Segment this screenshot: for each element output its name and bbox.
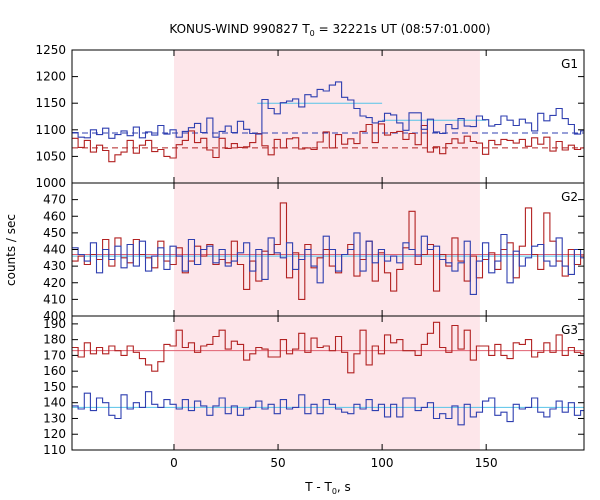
y-tick-label: 1100: [35, 123, 66, 137]
series-red: [72, 321, 584, 374]
highlight-interval: [173, 316, 480, 450]
y-tick-label: 180: [43, 333, 66, 347]
y-tick-label: 430: [43, 259, 66, 273]
y-tick-label: 190: [43, 317, 66, 331]
y-tick-label: 400: [43, 309, 66, 323]
chart-title: KONUS-WIND 990827 T0 = 32221s UT (08:57:…: [169, 22, 490, 38]
y-tick-label: 160: [43, 364, 66, 378]
panel-g1: 1000 1050 1100 1150 1200 1250 G1: [35, 43, 585, 190]
y-tick-label: 440: [43, 243, 66, 257]
x-tick-label: 50: [270, 456, 285, 470]
series-blue: [72, 232, 584, 295]
y-tick-label: 170: [43, 348, 66, 362]
x-tick-labels: 0 50 100 150: [170, 456, 497, 470]
y-tick-label: 460: [43, 209, 66, 223]
y-tick-label: 1250: [35, 43, 66, 57]
series-red: [72, 202, 584, 300]
y-tick-label: 110: [43, 443, 66, 457]
y-tick-label: 420: [43, 276, 66, 290]
panel-label: G1: [561, 57, 578, 71]
x-tick-label: 150: [475, 456, 498, 470]
highlight-interval: [173, 50, 480, 183]
y-tick-label: 120: [43, 427, 66, 441]
y-axis-label: counts / sec: [4, 214, 18, 286]
series-red: [72, 123, 584, 163]
x-axis-label: T - T0, s: [304, 480, 351, 496]
panel-g2: 400 410 420 430 440 450 460 470 G2: [43, 182, 585, 323]
x-tick-label: 100: [371, 456, 394, 470]
y-tick-label: 1050: [35, 149, 66, 163]
y-tick-label: 150: [43, 380, 66, 394]
panel-frame: [71, 315, 585, 451]
y-tick-label: 410: [43, 292, 66, 306]
series-blue: [72, 391, 584, 426]
y-tick-label: 450: [43, 226, 66, 240]
y-tick-label: 1200: [35, 70, 66, 84]
x-tick-label: 0: [170, 456, 178, 470]
series-blue: [72, 81, 584, 139]
y-tick-label: 470: [43, 193, 66, 207]
panel-label: G2: [561, 190, 578, 204]
y-tick-label: 1000: [35, 176, 66, 190]
panels: 100010501100115012001250G140041042043044…: [35, 43, 585, 470]
panel-label: G3: [561, 323, 578, 337]
y-tick-label: 140: [43, 396, 66, 410]
y-tick-label: 1150: [35, 96, 66, 110]
y-tick-label: 130: [43, 411, 66, 425]
